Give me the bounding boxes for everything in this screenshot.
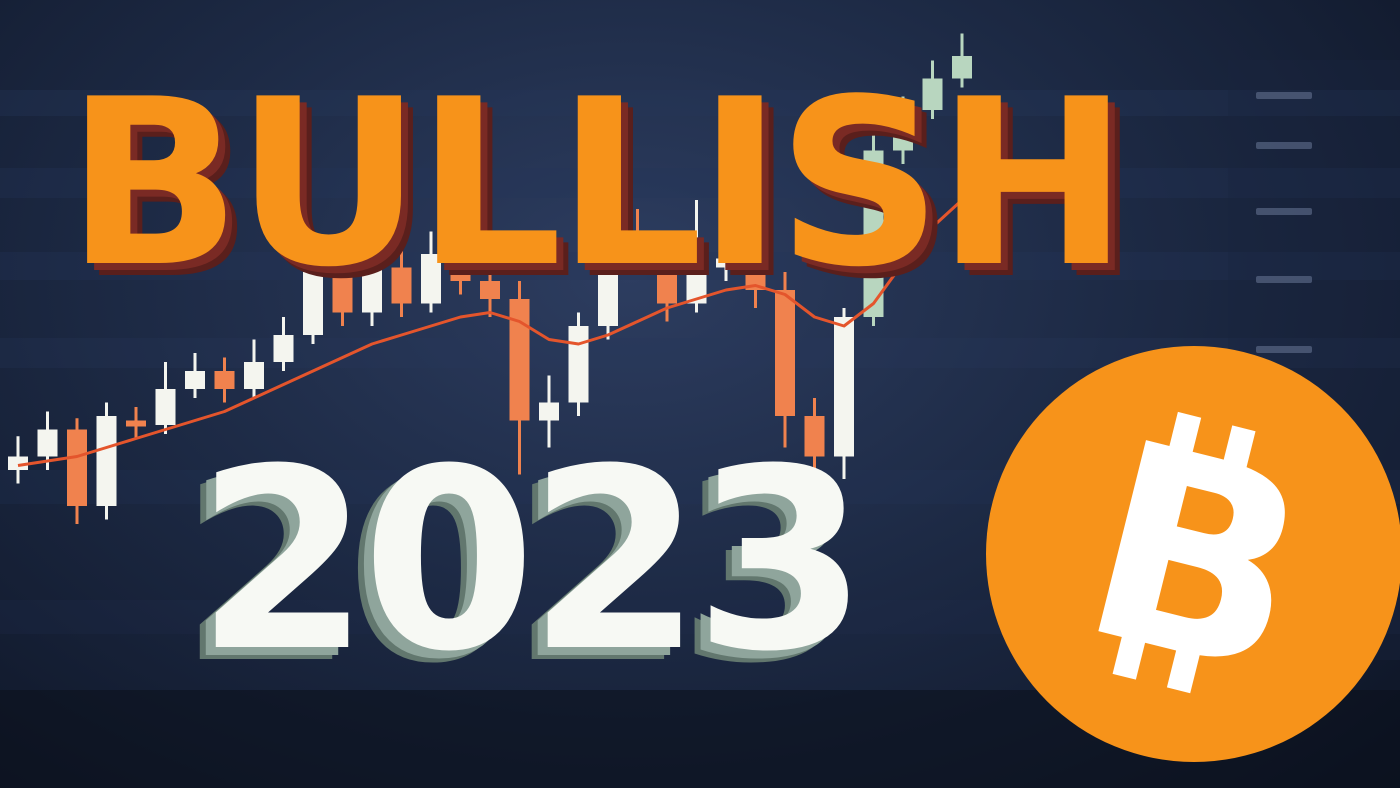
bullish-candle [952,56,972,79]
bullish-candle [893,110,913,151]
price-axis-label [1256,92,1312,99]
bearish-candle [804,416,825,457]
bearish-candle [627,231,648,250]
bearish-candle [775,290,795,416]
bullish-candle [568,326,589,403]
headline-title: BULLISH [66,51,1129,318]
bullish-candle [303,272,323,335]
bearish-candle [509,299,530,421]
bearish-candle [450,254,471,281]
bullish-candle [96,416,117,506]
bearish-candle [67,429,87,506]
bitcoin-logo: B [986,346,1400,762]
price-axis-label [1256,142,1312,149]
bullish-candle [185,371,205,389]
bearish-candle [332,272,353,313]
bullish-candle [539,402,559,421]
bearish-candle [745,258,766,290]
bullish-candle [37,429,58,457]
bullish-candle [834,317,854,457]
bearish-candle [126,420,146,427]
bullish-candle [716,258,736,268]
moving-average-line [17,198,964,467]
bullish-candle [244,362,264,389]
bullish-candle [273,335,294,362]
bullish-candle [686,267,707,304]
bitcoin-coin-circle [986,346,1400,762]
price-axis-label [1256,276,1312,283]
bullish-candle [863,150,884,317]
price-axis-label [1256,346,1312,353]
candlestick-series [8,33,972,524]
headline-year: 2023 [196,415,868,706]
bearish-candle [480,281,500,299]
bullish-candle [155,389,176,425]
bullish-candle [362,267,382,313]
bullish-candle [8,456,28,470]
bullish-candle [922,78,943,110]
bearish-candle [214,371,235,389]
bearish-candle [657,249,677,304]
bullish-candle [421,254,441,304]
price-axis-label [1256,208,1312,215]
bullish-candle [598,231,618,326]
bearish-candle [391,267,412,304]
